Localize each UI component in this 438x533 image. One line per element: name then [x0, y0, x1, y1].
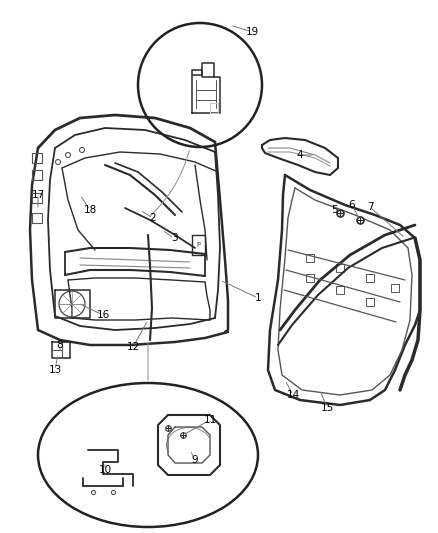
Text: 17: 17: [32, 190, 45, 200]
Text: 15: 15: [320, 403, 334, 413]
Bar: [366, 298, 374, 306]
Text: 1: 1: [254, 293, 261, 303]
Text: 6: 6: [349, 200, 355, 210]
Text: 18: 18: [83, 205, 97, 215]
Text: 16: 16: [96, 310, 110, 320]
Bar: [366, 274, 374, 282]
Bar: [306, 254, 314, 262]
Bar: [336, 286, 344, 294]
Bar: [306, 274, 314, 282]
Text: 12: 12: [127, 342, 140, 352]
Text: 7: 7: [367, 202, 373, 212]
Text: 14: 14: [286, 390, 300, 400]
Text: 2: 2: [150, 213, 156, 223]
Text: P: P: [196, 242, 200, 248]
Text: 10: 10: [99, 465, 112, 475]
Text: 19: 19: [245, 27, 258, 37]
Text: 5: 5: [332, 205, 338, 215]
Text: 13: 13: [48, 365, 62, 375]
Bar: [391, 284, 399, 292]
Text: 4: 4: [297, 150, 303, 160]
Text: 9: 9: [192, 455, 198, 465]
Bar: [336, 264, 344, 272]
Text: 3: 3: [171, 233, 177, 243]
Text: 11: 11: [203, 415, 217, 425]
Text: 8: 8: [57, 340, 64, 350]
